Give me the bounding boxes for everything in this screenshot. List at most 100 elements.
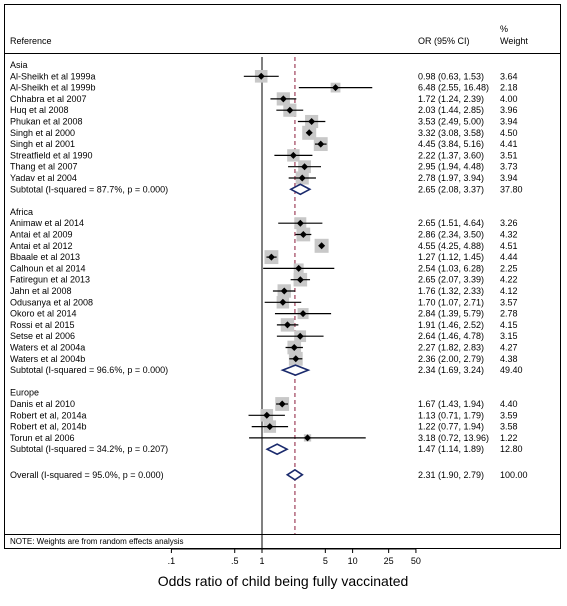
study-label: Setse et al 2006 — [10, 331, 75, 341]
study-label: Odusanya et al 2008 — [10, 297, 93, 307]
point-estimate — [289, 151, 297, 159]
study-ci: 6.48 (2.55, 16.48) — [418, 83, 489, 93]
study-row: Okoro et al 2014 2.84 (1.39, 5.79) 2.78 — [10, 308, 518, 320]
overall-label: Overall (I-squared = 95.0%, p = 0.000) — [10, 470, 164, 480]
study-row: Streatfield et al 1990 2.22 (1.37, 3.60) 3… — [10, 149, 518, 162]
study-weight: 3.26 — [500, 218, 518, 228]
subtotal-ci: 1.47 (1.14, 1.89) — [418, 444, 484, 454]
study-ci: 1.67 (1.43, 1.94) — [418, 399, 484, 409]
header-or-ci: OR (95% CI) — [418, 36, 470, 46]
study-row: Singh et al 2000 3.32 (3.08, 3.58) 4.50 — [10, 125, 518, 140]
weights-note: NOTE: Weights are from random effects an… — [10, 537, 184, 546]
study-ci: 2.36 (2.00, 2.79) — [418, 354, 484, 364]
study-label: Antai et al 2012 — [10, 241, 73, 251]
point-estimate — [279, 95, 287, 103]
subtotal-ci: 2.65 (2.08, 3.37) — [418, 184, 484, 194]
study-weight: 4.12 — [500, 286, 518, 296]
overall-weight: 100.00 — [500, 470, 528, 480]
study-row: Setse et al 2006 2.64 (1.46, 4.78) 3.15 — [10, 330, 518, 343]
study-weight: 2.18 — [500, 83, 518, 93]
study-ci: 1.22 (0.77, 1.94) — [418, 422, 484, 432]
study-row: Antai et al 2012 4.55 (4.25, 4.88) 4.51 — [10, 238, 518, 253]
study-label: Waters et al 2004a — [10, 343, 85, 353]
study-ci: 2.22 (1.37, 3.60) — [418, 150, 484, 160]
study-weight: 3.64 — [500, 71, 518, 81]
study-weight: 3.51 — [500, 150, 518, 160]
study-label: Torun et al 2006 — [10, 433, 75, 443]
study-weight: 4.32 — [500, 230, 518, 240]
study-weight: 4.44 — [500, 252, 518, 262]
x-tick-label: 10 — [348, 556, 358, 566]
subtotal-diamond — [265, 443, 289, 456]
study-row: Danis et al 2010 1.67 (1.43, 1.94) 4.40 — [10, 397, 518, 411]
study-label: Al-Sheikh et al 1999a — [10, 71, 96, 81]
study-label: Al-Sheikh et al 1999b — [10, 83, 96, 93]
point-estimate — [296, 332, 304, 340]
study-label: Chhabra et al 2007 — [10, 94, 87, 104]
study-row: Singh et al 2001 4.45 (3.84, 5.16) 4.41 — [10, 137, 518, 152]
point-estimate — [304, 434, 312, 442]
study-label: Bbaale et al 2013 — [10, 252, 80, 262]
study-weight: 4.41 — [500, 139, 518, 149]
study-label: Okoro et al 2014 — [10, 309, 77, 319]
study-row: Antai et al 2009 2.86 (2.34, 3.50) 4.32 — [10, 227, 518, 242]
study-label: Jahn et al 2008 — [10, 286, 72, 296]
point-estimate — [267, 253, 275, 261]
x-tick-label: 25 — [384, 556, 394, 566]
group-heading: Africa — [10, 207, 33, 217]
study-weight: 4.27 — [500, 343, 518, 353]
study-ci: 1.76 (1.32, 2.33) — [418, 286, 484, 296]
header-weight-percent: % — [500, 24, 508, 34]
subtotal-label: Subtotal (I-squared = 87.7%, p = 0.000) — [10, 184, 168, 194]
study-ci: 1.27 (1.12, 1.45) — [418, 252, 484, 262]
point-estimate — [332, 84, 340, 92]
study-row: Chhabra et al 2007 1.72 (1.24, 2.39) 4.00 — [10, 92, 518, 106]
subtotal-weight: 37.80 — [500, 184, 523, 194]
study-weight: 3.94 — [500, 173, 518, 183]
study-label: Animaw et al 2014 — [10, 218, 84, 228]
study-ci: 2.03 (1.44, 2.85) — [418, 105, 484, 115]
point-estimate — [301, 163, 309, 171]
point-estimate — [296, 219, 304, 227]
study-ci: 0.98 (0.63, 1.53) — [418, 71, 484, 81]
overall-row: Overall (I-squared = 95.0%, p = 0.000) 2.… — [10, 468, 528, 481]
x-tick-label: .1 — [168, 556, 176, 566]
study-weight: 3.57 — [500, 297, 518, 307]
study-weight: 4.38 — [500, 354, 518, 364]
study-label: Thang et al 2007 — [10, 162, 78, 172]
x-tick-label: 1 — [259, 556, 264, 566]
point-estimate — [279, 298, 287, 306]
overall-diamond — [285, 468, 304, 481]
study-row: Calhoun et al 2014 2.54 (1.03, 6.28) 2.25 — [10, 263, 518, 273]
study-ci: 2.95 (1.94, 4.48) — [418, 162, 484, 172]
study-row: Al-Sheikh et al 1999b 6.48 (2.55, 16.48) 2… — [10, 83, 518, 93]
header-weight: Weight — [500, 36, 528, 46]
study-label: Waters et al 2004b — [10, 354, 85, 364]
study-ci: 2.64 (1.46, 4.78) — [418, 331, 484, 341]
point-estimate — [298, 174, 306, 182]
subtotal-diamond — [289, 183, 312, 196]
point-estimate — [308, 118, 316, 125]
study-weight: 2.78 — [500, 309, 518, 319]
study-row: Phukan et al 2008 3.53 (2.49, 5.00) 3.94 — [10, 114, 518, 129]
study-row: Yadav et al 2004 2.78 (1.97, 3.94) 3.94 — [10, 171, 518, 185]
point-estimate — [286, 106, 294, 114]
study-label: Rossi et al 2015 — [10, 320, 75, 330]
study-row: Robert et al, 2014a 1.13 (0.71, 1.79) 3.59 — [10, 409, 518, 422]
study-weight: 3.58 — [500, 422, 518, 432]
study-row: Torun et al 2006 3.18 (0.72, 13.96) 1.22 — [10, 433, 518, 443]
study-label: Yadav et al 2004 — [10, 173, 77, 183]
study-ci: 3.18 (0.72, 13.96) — [418, 433, 489, 443]
subtotal-weight: 12.80 — [500, 444, 523, 454]
study-ci: 3.32 (3.08, 3.58) — [418, 128, 484, 138]
study-ci: 1.70 (1.07, 2.71) — [418, 297, 484, 307]
study-row: Waters et al 2004b 2.36 (2.00, 2.79) 4.38 — [10, 351, 518, 366]
study-label: Streatfield et al 1990 — [10, 150, 93, 160]
subtotal-row: Subtotal (I-squared = 96.6%, p = 0.000) 2… — [10, 364, 523, 376]
subtotal-row: Subtotal (I-squared = 34.2%, p = 0.207) 1… — [10, 443, 523, 456]
study-ci: 1.13 (0.71, 1.79) — [418, 410, 484, 420]
point-estimate — [257, 72, 265, 80]
study-ci: 2.27 (1.82, 2.83) — [418, 343, 484, 353]
subtotal-diamond — [280, 364, 311, 376]
